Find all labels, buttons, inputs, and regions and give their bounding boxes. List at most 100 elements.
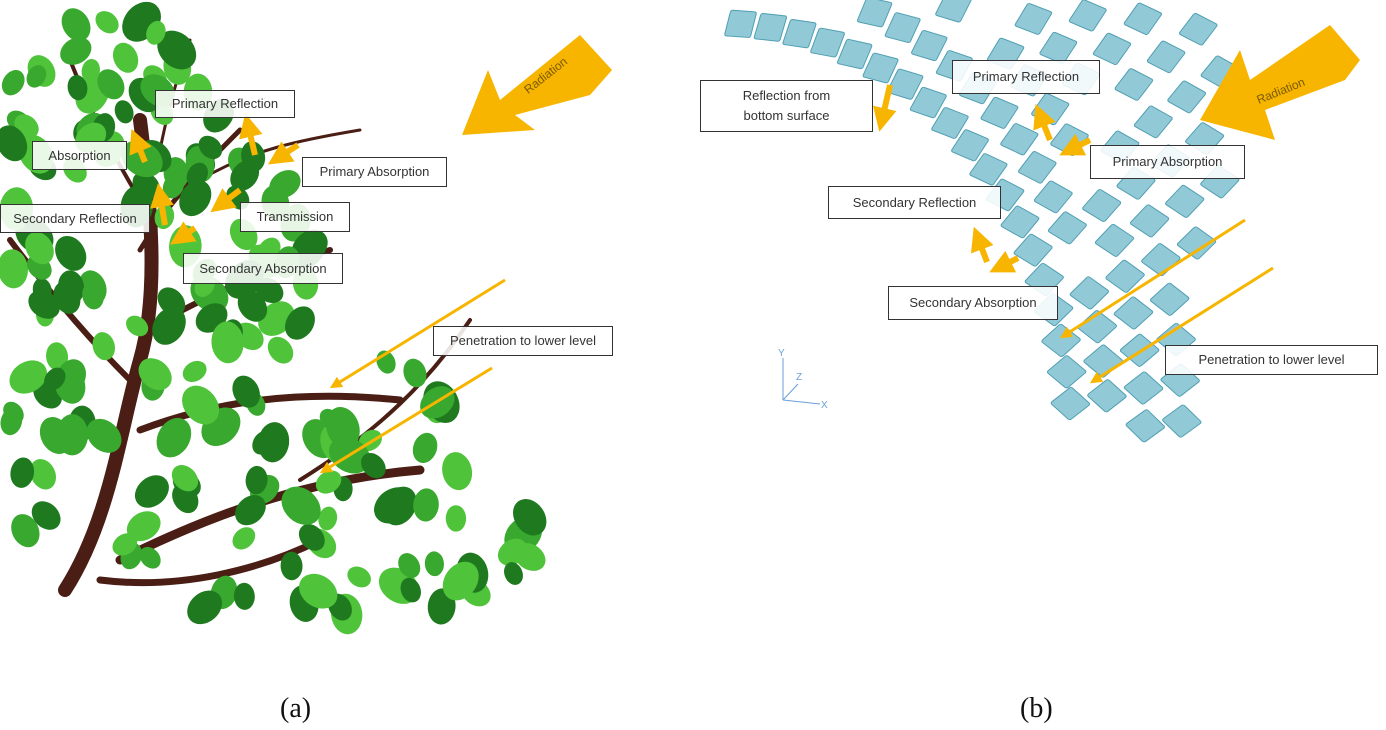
leaf [95,11,119,34]
leaf [67,74,88,101]
leaf [187,590,223,625]
tile [1000,123,1039,156]
leaf [9,360,48,394]
leaf [92,332,115,361]
leaf [403,358,427,388]
label-penetration-b: Penetration to lower level [1165,345,1378,375]
tile [1087,379,1127,413]
leaf [86,418,122,453]
tile [1113,296,1154,330]
tile [1033,180,1073,214]
leaf [230,160,260,191]
leaf [504,562,523,585]
leaf [179,180,212,217]
leaf [61,8,91,42]
leaf [152,307,186,345]
label-primary-reflection-a: Primary Reflection [155,90,295,118]
leaf [156,417,192,458]
tile [1000,205,1040,239]
leaf [56,414,89,456]
leaf [442,452,473,491]
tile [810,27,845,58]
leaf [97,69,125,100]
label-secondary-absorption-b: Secondary Absorption [888,286,1058,320]
label-secondary-absorption-a: Secondary Absorption [183,253,343,284]
leaf [326,407,360,449]
tile [969,153,1008,186]
leaf [315,470,342,494]
leaf [298,524,325,551]
tile [1031,92,1070,126]
leaf [28,290,60,319]
leaf [398,553,421,578]
tile [1082,189,1122,222]
tile [1179,12,1218,46]
tile [1133,105,1173,139]
tile [1083,344,1123,378]
leaf [186,162,208,188]
axis-x-label: X [821,400,828,411]
leaf [245,465,268,495]
label-penetration-a: Penetration to lower level [433,326,613,356]
axis-z-label: Z [796,372,802,383]
leaf [58,270,85,304]
tile [1141,243,1181,277]
leaf [114,100,134,124]
leaf [0,407,23,436]
leaf [138,358,172,391]
leaf [267,336,294,364]
leaf [361,452,386,479]
leaf [82,281,105,310]
axis-y-label: Y [778,348,785,359]
tile [1018,151,1057,184]
leaf [281,486,321,525]
leaf [128,17,148,42]
process-arrows-a [129,113,300,245]
label-secondary-reflection-a: Secondary Reflection [0,204,150,233]
leaf [442,561,479,601]
leaf [146,20,166,45]
leaf [26,65,47,88]
leaf [112,42,139,73]
leaf [31,501,61,530]
leaf [0,125,28,162]
leaf [139,546,161,569]
tile [1167,80,1207,114]
tile [1130,204,1170,238]
label-absorption-a: Absorption [32,141,127,170]
tile [1123,2,1162,35]
tile [1046,355,1087,389]
label-secondary-reflection-b: Secondary Reflection [828,186,1001,219]
leaf [269,170,301,199]
tile [1092,32,1132,66]
penetration-arrows-a [319,278,506,474]
leaf [232,375,260,408]
leaf [0,249,28,289]
leaf [235,495,266,526]
label-primary-reflection-b: Primary Reflection [952,60,1100,94]
tile [1123,371,1164,405]
leaf [112,533,138,556]
leaf [182,360,207,383]
leaf [252,430,274,455]
leaf [182,385,220,425]
leaf [126,511,161,542]
tile [837,38,873,70]
tile [862,52,899,84]
leaf [46,342,69,371]
leaf [10,457,35,488]
leaf [237,290,268,322]
label-transmission-a: Transmission [240,202,350,232]
tile [1149,282,1190,316]
leaf [445,505,467,532]
leaf [513,498,547,536]
leaf [514,543,546,571]
tile [911,30,948,62]
leaf [413,488,439,522]
tile [1039,31,1078,64]
tile [1047,211,1087,245]
leaf [400,577,421,603]
leaf [285,306,315,340]
leaf [30,459,57,490]
tile [1077,310,1117,344]
